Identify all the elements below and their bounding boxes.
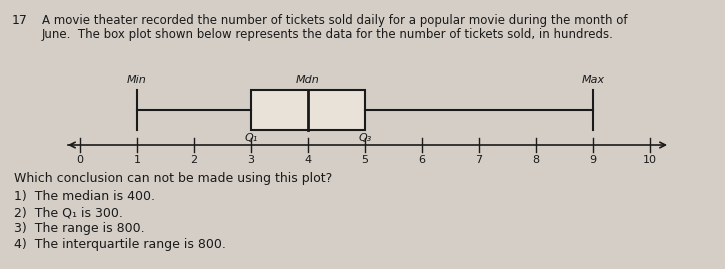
Bar (251, 90, 365, 130)
Text: June.  The box plot shown below represents the data for the number of tickets so: June. The box plot shown below represent… (42, 28, 614, 41)
Text: 4: 4 (304, 155, 312, 165)
Text: 6: 6 (418, 155, 426, 165)
Text: Q₁: Q₁ (244, 133, 257, 143)
Text: Max: Max (581, 75, 605, 85)
Text: Q₃: Q₃ (358, 133, 372, 143)
Text: A movie theater recorded the number of tickets sold daily for a popular movie du: A movie theater recorded the number of t… (42, 14, 628, 27)
Text: Mdn: Mdn (296, 75, 320, 85)
Text: 8: 8 (532, 155, 539, 165)
Text: 2: 2 (191, 155, 197, 165)
Text: 4)  The interquartile range is 800.: 4) The interquartile range is 800. (14, 238, 226, 251)
Text: 0: 0 (77, 155, 83, 165)
Text: 9: 9 (589, 155, 597, 165)
Text: 1)  The median is 400.: 1) The median is 400. (14, 190, 155, 203)
Text: 17: 17 (12, 14, 28, 27)
Text: 1: 1 (133, 155, 141, 165)
Text: 10: 10 (643, 155, 657, 165)
Text: Min: Min (127, 75, 147, 85)
Text: 3: 3 (247, 155, 254, 165)
Text: 3)  The range is 800.: 3) The range is 800. (14, 222, 144, 235)
Text: Which conclusion can not be made using this plot?: Which conclusion can not be made using t… (14, 172, 332, 185)
Text: 2)  The Q₁ is 300.: 2) The Q₁ is 300. (14, 206, 123, 219)
Text: 5: 5 (362, 155, 368, 165)
Text: 7: 7 (476, 155, 483, 165)
